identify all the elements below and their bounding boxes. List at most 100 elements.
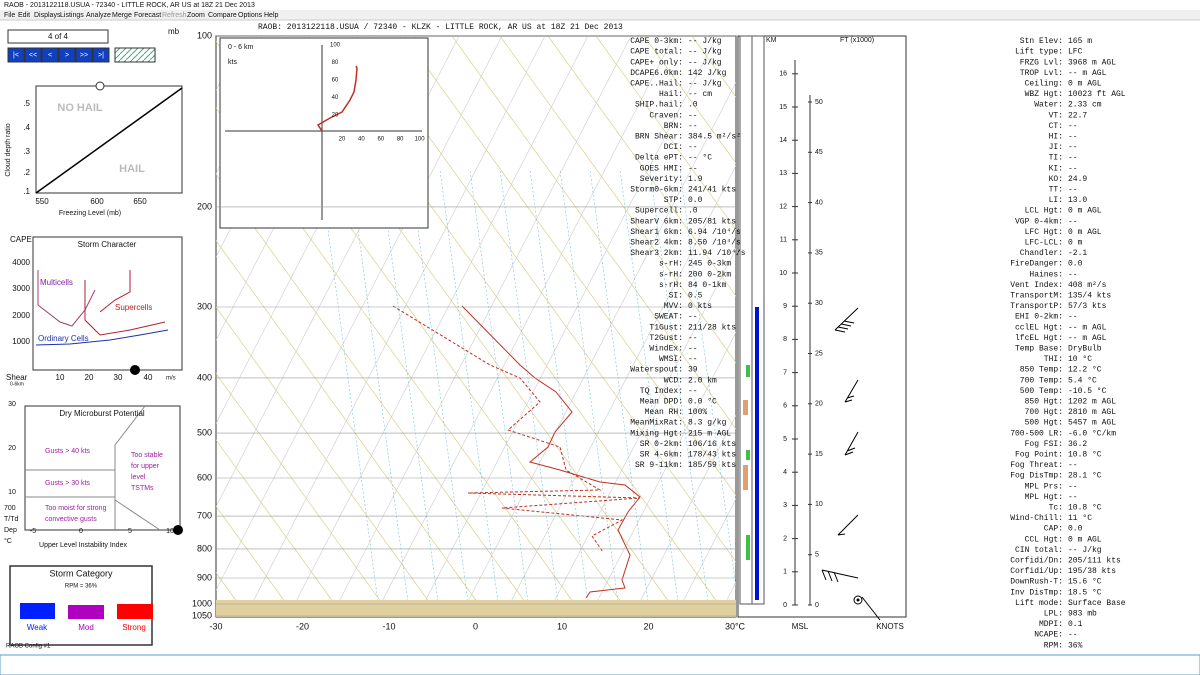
isotherm xyxy=(502,165,736,617)
param-value: 408 m²/s xyxy=(1068,281,1107,290)
nav-button-label[interactable]: < xyxy=(48,52,52,59)
nav-button[interactable] xyxy=(41,47,59,63)
pressure-label: 100 xyxy=(197,30,212,40)
mixing-ratio xyxy=(649,169,711,617)
param-label: FireDanger: xyxy=(1010,260,1063,269)
hodo-x-tick: 40 xyxy=(358,137,365,143)
x-label: Freezing Level (mb) xyxy=(59,210,121,217)
menu-item[interactable]: Refresh xyxy=(162,12,187,19)
param-value: -- xyxy=(1068,217,1078,226)
menu-item[interactable]: Help xyxy=(264,12,279,19)
param-value: 384.5 m²/s² xyxy=(688,133,741,142)
km-tick-label: 7 xyxy=(783,369,787,376)
menu-item[interactable]: Edit xyxy=(18,12,30,19)
isotherm xyxy=(545,248,736,617)
temp-label: 20 xyxy=(643,621,653,631)
ordinary-cells: Ordinary Cells xyxy=(38,334,89,343)
hail-marker xyxy=(95,81,105,91)
y-tick-label: .2 xyxy=(23,168,30,177)
param-label: CT: xyxy=(1049,122,1063,131)
param-value: 100% xyxy=(688,408,707,417)
param-value: 13.0 xyxy=(1068,196,1087,205)
menu-item[interactable]: Listings xyxy=(60,12,84,19)
param-value: 205/111 kts xyxy=(1068,557,1121,566)
param-label: Shear2 4km: xyxy=(630,239,683,248)
nav-button[interactable] xyxy=(24,47,42,63)
param-label: Water: xyxy=(1034,101,1063,110)
ft-tick-label: 40 xyxy=(815,199,823,206)
menu-item[interactable]: Forecast xyxy=(134,12,161,19)
km-tick-label: 15 xyxy=(779,104,787,111)
nav-button[interactable] xyxy=(7,47,25,63)
nav-button[interactable] xyxy=(58,47,76,63)
nav-button-label[interactable]: > xyxy=(65,52,69,59)
nav-button-label[interactable]: << xyxy=(29,52,37,59)
dry-adiabat xyxy=(643,36,736,164)
param-label: MVV: xyxy=(664,302,683,311)
isotherm xyxy=(631,414,736,617)
param-value: 200 0-2km xyxy=(688,270,731,279)
param-value: 0 m AGL xyxy=(1068,228,1102,237)
counter-box xyxy=(7,29,109,44)
param-value: 0.0 xyxy=(1068,260,1083,269)
x-tick-label: 600 xyxy=(90,197,104,206)
km-tick-label: 13 xyxy=(779,170,787,177)
mixing-ratio xyxy=(529,169,591,617)
param-label: Inv DisTmp: xyxy=(1010,588,1063,597)
menu-item[interactable]: Displays xyxy=(34,12,61,19)
nav-button[interactable] xyxy=(92,47,110,63)
param-value: -- xyxy=(1068,493,1078,502)
param-label: BRN Shear: xyxy=(635,133,683,142)
menu-item[interactable]: Analyze xyxy=(86,12,111,19)
param-label: TT: xyxy=(1049,186,1063,195)
km-tick-label: 8 xyxy=(783,336,787,343)
param-value: 0.0 xyxy=(688,196,703,205)
param-value: 142 J/kg xyxy=(688,69,727,78)
param-label: 700-500 LR: xyxy=(1010,429,1063,438)
param-value: DryBulb xyxy=(1068,345,1102,354)
menu-item[interactable]: Merge xyxy=(112,12,132,19)
strip-b xyxy=(751,35,765,605)
param-label: Ceiling: xyxy=(1025,80,1063,89)
nav-button-label[interactable]: |< xyxy=(13,52,19,59)
nav-button[interactable] xyxy=(75,47,93,63)
param-label: 850 Hgt: xyxy=(1025,398,1063,407)
menu-item[interactable]: Options xyxy=(238,12,263,19)
ft-tick-label: 5 xyxy=(815,552,819,559)
param-label: THI: xyxy=(1044,355,1063,364)
counter: 4 of 4 xyxy=(48,32,69,41)
param-label: Stn Elev: xyxy=(1020,37,1063,46)
param-label: Corfidi/Dn: xyxy=(1010,557,1063,566)
hodo-y-tick: 20 xyxy=(332,113,339,119)
ft-tick-label: 50 xyxy=(815,99,823,106)
param-label: Lift type: xyxy=(1015,48,1063,57)
gusts-40: Gusts > 40 kts xyxy=(45,448,90,455)
param-label: LCL Hgt: xyxy=(1025,207,1063,216)
temp-label: 30°C xyxy=(725,621,746,631)
x-label: Shear xyxy=(6,373,28,382)
km-tick-label: 2 xyxy=(783,535,787,542)
x-tick-label: 0 xyxy=(79,528,83,535)
wind-barbs xyxy=(821,307,881,621)
param-label: JI: xyxy=(1049,143,1063,152)
panel-title: Dry Microburst Potential xyxy=(59,409,145,418)
param-value: 36.2 xyxy=(1068,440,1087,449)
hodo-y-tick: 100 xyxy=(330,43,341,49)
param-label: Fog FSI: xyxy=(1025,440,1063,449)
km-tick-label: 16 xyxy=(779,71,787,78)
height-panel xyxy=(737,35,907,618)
gusts-30: Gusts > 30 kts xyxy=(45,480,90,487)
nav-button-label[interactable]: >| xyxy=(98,52,104,59)
dry-adiabat xyxy=(403,36,736,496)
ft-tick-label: 10 xyxy=(815,501,823,508)
y-label: Cloud depth ratio xyxy=(5,123,12,176)
param-value: 211/28 kts xyxy=(688,323,736,332)
param-label: Fog Threat: xyxy=(1010,461,1063,470)
menu-item[interactable]: Compare xyxy=(208,12,237,19)
hatched-button[interactable] xyxy=(114,47,156,63)
menu-item[interactable]: File xyxy=(4,12,15,19)
mixing-ratio xyxy=(349,169,411,617)
menu-item[interactable]: Zoom xyxy=(187,12,205,19)
nav-button-label[interactable]: >> xyxy=(80,52,88,59)
